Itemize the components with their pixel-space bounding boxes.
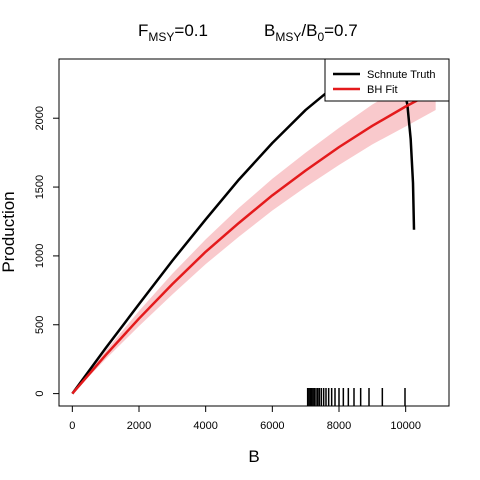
legend-label-fit: BH Fit: [367, 84, 398, 96]
x-axis-title: B: [248, 447, 259, 466]
rug-marks: [306, 388, 406, 406]
y-tick-label: 1000: [34, 244, 46, 268]
title-f-sub: MSY: [148, 30, 174, 44]
title-b-slash: /: [301, 21, 306, 40]
legend: Schnute Truth BH Fit: [324, 58, 450, 102]
x-tick-label: 6000: [260, 420, 284, 432]
x-tick-label: 4000: [193, 420, 217, 432]
title-b-val: =0.7: [324, 21, 358, 40]
y-tick-label: 0: [34, 391, 46, 397]
plot-frame: [58, 58, 450, 407]
y-axis-title: Production: [0, 191, 18, 272]
x-tick-label: 0: [69, 420, 75, 432]
legend-label-truth: Schnute Truth: [367, 69, 436, 81]
y-axis: 0 500 1000 1500 2000: [34, 106, 59, 397]
chart-title: FMSY=0.1 BMSY/B0=0.7: [138, 21, 358, 44]
fit-confidence-band: [72, 68, 436, 394]
title-b0-sub: 0: [317, 30, 324, 44]
x-tick-label: 10000: [390, 420, 421, 432]
title-f-val: =0.1: [174, 21, 208, 40]
title-b-base: B: [264, 21, 275, 40]
title-b0-base: B: [306, 21, 317, 40]
x-tick-label: 2000: [127, 420, 151, 432]
title-f-base: F: [138, 21, 148, 40]
legend-box: [324, 58, 450, 102]
x-axis: 0 2000 4000 6000 8000 10000: [69, 406, 421, 432]
title-b-sub: MSY: [275, 30, 301, 44]
y-tick-label: 2000: [34, 106, 46, 130]
y-tick-label: 1500: [34, 175, 46, 199]
bh-fit-line: [71, 89, 437, 395]
y-tick-label: 500: [34, 316, 46, 334]
plot-content: [71, 61, 437, 406]
x-tick-label: 8000: [327, 420, 351, 432]
